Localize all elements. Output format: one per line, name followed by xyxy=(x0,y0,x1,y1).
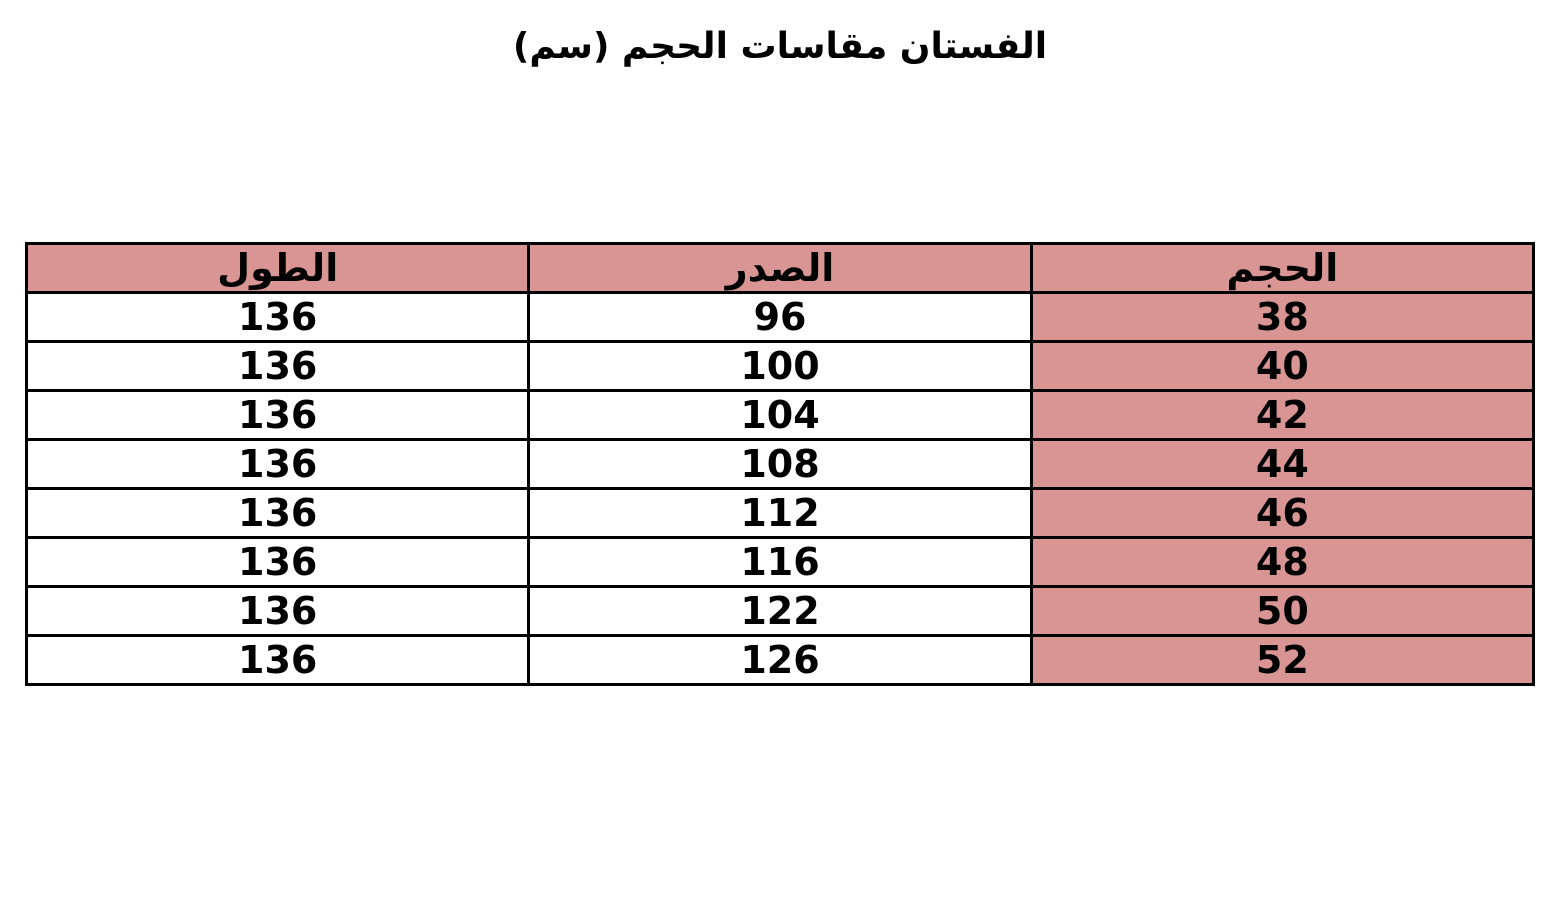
cell-bust: 108 xyxy=(527,438,1033,490)
cell-bust: 116 xyxy=(527,536,1033,588)
table-row: 46 112 136 xyxy=(24,487,1536,539)
cell-bust: 104 xyxy=(527,389,1033,441)
cell-bust: 100 xyxy=(527,340,1033,392)
cell-bust: 126 xyxy=(527,634,1033,686)
cell-length: 136 xyxy=(24,438,531,490)
cell-bust: 96 xyxy=(527,291,1033,343)
table-row: 50 122 136 xyxy=(24,585,1536,637)
cell-length: 136 xyxy=(24,291,531,343)
cell-bust: 112 xyxy=(527,487,1033,539)
cell-length: 136 xyxy=(24,487,531,539)
cell-size: 46 xyxy=(1029,487,1536,539)
cell-length: 136 xyxy=(24,585,531,637)
cell-length: 136 xyxy=(24,340,531,392)
table-row: 44 108 136 xyxy=(24,438,1536,490)
cell-length: 136 xyxy=(24,389,531,441)
table-row: 42 104 136 xyxy=(24,389,1536,441)
cell-size: 44 xyxy=(1029,438,1536,490)
cell-length: 136 xyxy=(24,634,531,686)
table-row: 52 126 136 xyxy=(24,634,1536,686)
page-title: الفستان مقاسات الحجم (سم) xyxy=(512,26,1048,67)
cell-size: 48 xyxy=(1029,536,1536,588)
cell-size: 52 xyxy=(1029,634,1536,686)
table-row: 40 100 136 xyxy=(24,340,1536,392)
table-row: 38 96 136 xyxy=(24,291,1536,343)
cell-size: 42 xyxy=(1029,389,1536,441)
header-bust: الصدر xyxy=(527,242,1033,294)
cell-length: 136 xyxy=(24,536,531,588)
cell-bust: 122 xyxy=(527,585,1033,637)
size-chart-table: الحجم الصدر الطول 38 96 136 40 100 136 42 104 13… xyxy=(24,242,1536,686)
header-size: الحجم xyxy=(1029,242,1536,294)
cell-size: 38 xyxy=(1029,291,1536,343)
table-header-row: الحجم الصدر الطول xyxy=(24,242,1536,294)
header-length: الطول xyxy=(24,242,531,294)
cell-size: 40 xyxy=(1029,340,1536,392)
table-row: 48 116 136 xyxy=(24,536,1536,588)
cell-size: 50 xyxy=(1029,585,1536,637)
